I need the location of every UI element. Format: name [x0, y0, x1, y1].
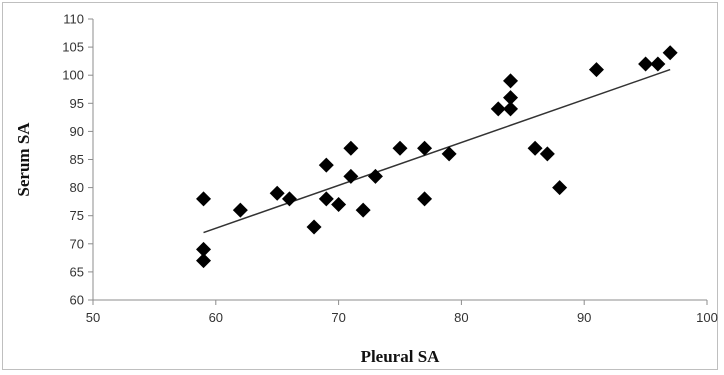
y-axis: 60 65 70 75 80 85 90 95 100 105 110 — [62, 12, 94, 308]
x-tick-label: 70 — [331, 310, 345, 325]
trendline — [203, 68, 671, 234]
y-tick-label: 85 — [70, 152, 84, 167]
y-tick-label: 75 — [70, 208, 84, 223]
x-axis-title: Pleural SA — [361, 347, 441, 366]
chart-frame — [2, 2, 718, 370]
y-tick-label: 80 — [70, 180, 84, 195]
data-point — [490, 101, 506, 117]
data-point — [331, 196, 347, 212]
data-point — [343, 168, 359, 184]
data-point — [392, 140, 408, 156]
data-point — [281, 191, 297, 207]
data-point — [441, 146, 457, 162]
data-point — [318, 191, 334, 207]
data-point — [367, 168, 383, 184]
trendline-group — [203, 68, 671, 234]
data-point — [232, 202, 248, 218]
x-tick-label: 50 — [86, 310, 100, 325]
data-point — [539, 146, 555, 162]
data-point — [306, 219, 322, 235]
data-point — [343, 140, 359, 156]
x-tick-label: 80 — [454, 310, 468, 325]
data-points — [196, 45, 678, 269]
y-tick-label: 105 — [62, 40, 84, 55]
y-axis-title: Serum SA — [14, 122, 33, 197]
data-point — [638, 56, 654, 72]
x-tick-label: 100 — [696, 310, 718, 325]
data-point — [355, 202, 371, 218]
x-axis: 50 60 70 80 90 100 — [86, 299, 718, 325]
data-point — [527, 140, 543, 156]
data-point — [503, 73, 519, 89]
data-point — [650, 56, 666, 72]
data-point — [196, 253, 212, 269]
y-tick-label: 100 — [62, 68, 84, 83]
data-point — [662, 45, 678, 61]
data-point — [588, 62, 604, 78]
data-point — [552, 180, 568, 196]
y-tick-label: 70 — [70, 236, 84, 251]
data-point — [196, 241, 212, 257]
y-tick-label: 60 — [70, 293, 84, 308]
data-point — [503, 101, 519, 117]
data-point — [417, 191, 433, 207]
data-point — [269, 185, 285, 201]
y-tick-label: 95 — [70, 96, 84, 111]
data-point — [196, 191, 212, 207]
data-point — [318, 157, 334, 173]
y-tick-label: 110 — [63, 12, 84, 27]
data-point — [503, 90, 519, 106]
y-tick-label: 90 — [70, 124, 84, 139]
data-point — [417, 140, 433, 156]
x-tick-label: 60 — [209, 310, 223, 325]
y-tick-label: 65 — [70, 264, 84, 279]
x-tick-label: 90 — [577, 310, 591, 325]
